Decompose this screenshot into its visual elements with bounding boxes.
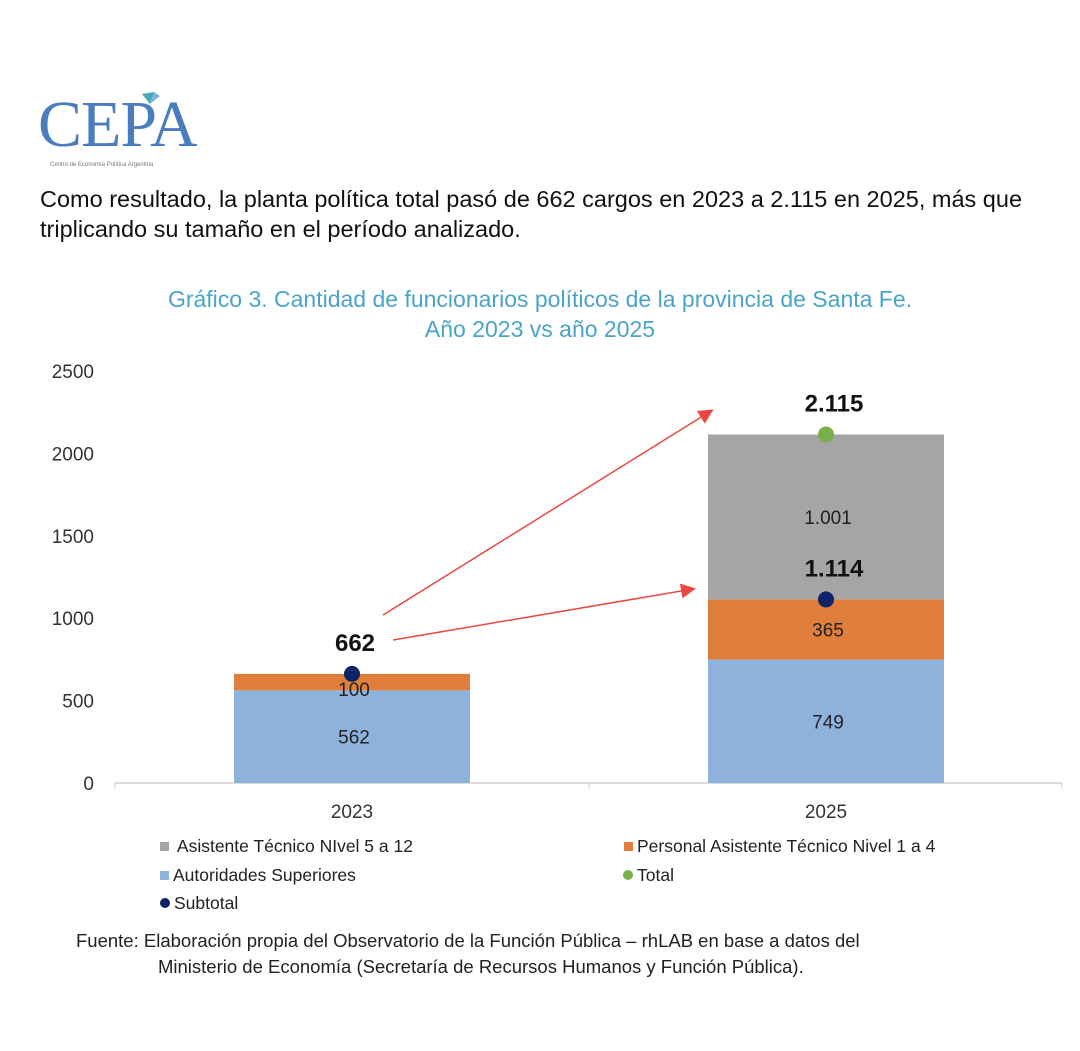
bar-segment: [234, 690, 470, 783]
legend-item-personal-1-4: Personal Asistente Técnico Nivel 1 a 4: [624, 836, 935, 857]
legend-item-autoridades: Autoridades Superiores: [160, 865, 356, 886]
bar-segment: [708, 599, 944, 660]
x-tick-label: 2023: [331, 802, 373, 823]
bar-segment: [234, 673, 470, 691]
y-tick-label: 1500: [52, 527, 94, 548]
y-tick-label: 2000: [52, 444, 94, 465]
legend-item-subtotal: Subtotal: [160, 893, 238, 914]
data-label: 749: [812, 712, 844, 733]
point-label: 2.115: [805, 390, 864, 417]
data-label: 365: [812, 620, 844, 641]
legend-label: Asistente Técnico NIvel 5 a 12: [176, 836, 413, 856]
legend-label: Personal Asistente Técnico Nivel 1 a 4: [637, 836, 936, 856]
logo-subtitle: Centro de Economía Política Argentina: [50, 162, 154, 168]
data-label: 562: [338, 728, 370, 749]
logo-triangle-icon: [142, 92, 160, 104]
bar-segment: [708, 434, 944, 600]
legend-swatch: [160, 842, 169, 851]
cepa-logo: CEPA Centro de Economía Política Argenti…: [38, 88, 198, 178]
logo-text: CEPA: [38, 88, 198, 161]
source-line-2: Ministerio de Economía (Secretaría de Re…: [158, 956, 804, 977]
chart-subtitle: Año 2023 vs año 2025: [424, 316, 656, 342]
data-label: 1.001: [804, 508, 852, 529]
y-tick-label: 2500: [52, 362, 94, 383]
intro-paragraph: Como resultado, la planta política total…: [40, 186, 1023, 242]
legend-dot: [160, 898, 170, 908]
legend-item-total: Total: [623, 865, 674, 886]
y-tick-label: 0: [83, 774, 94, 795]
y-tick-label: 500: [62, 692, 94, 713]
legend-swatch: [160, 871, 169, 880]
y-tick-label: 1000: [52, 609, 94, 630]
legend-label: Total: [637, 865, 674, 885]
data-label: 100: [338, 680, 370, 701]
legend-swatch: [624, 842, 633, 851]
point-label: 1.114: [805, 555, 864, 582]
arrow-to-subtotal: [392, 583, 696, 641]
x-tick-label: 2025: [805, 802, 847, 823]
legend-label: Subtotal: [174, 893, 239, 913]
legend-item-asistente-5-12: Asistente Técnico NIvel 5 a 12: [160, 836, 413, 857]
point-total: [818, 426, 834, 443]
point-subtotal: [818, 591, 834, 608]
source-note: Fuente: Elaboración propia del Observato…: [76, 928, 1036, 980]
legend-label: Autoridades Superiores: [173, 865, 356, 885]
arrow-to-total: [382, 409, 714, 616]
bar-segment: [708, 659, 944, 783]
legend-dot: [623, 870, 633, 880]
point-subtotal: [344, 665, 360, 682]
source-line-1: Fuente: Elaboración propia del Observato…: [76, 930, 860, 951]
chart-title: Gráfico 3. Cantidad de funcionarios polí…: [167, 286, 913, 312]
point-label: 662: [335, 630, 375, 657]
